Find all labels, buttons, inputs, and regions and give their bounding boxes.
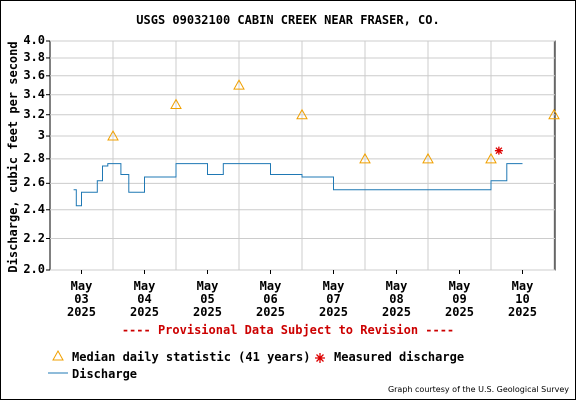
- x-tick-year: 2025: [445, 305, 474, 319]
- x-tick-month: May: [196, 279, 219, 293]
- x-tick-month: May: [70, 279, 93, 293]
- median-point: [170, 98, 182, 110]
- x-tick-day: 07: [326, 292, 341, 306]
- x-tick-label: May 05 2025: [183, 280, 233, 319]
- median-point: [107, 130, 119, 141]
- y-tick-label: 3.2: [23, 106, 45, 121]
- x-tick-month: May: [259, 279, 282, 293]
- provisional-note: ---- Provisional Data Subject to Revisio…: [121, 323, 455, 337]
- x-tick-day: 04: [137, 292, 152, 306]
- y-tick-label: 3: [37, 128, 45, 143]
- y-tick-label: 2.8: [23, 150, 45, 165]
- x-tick-label: May 04 2025: [120, 280, 170, 319]
- y-tick-label: 4.0: [23, 33, 45, 47]
- median-point: [296, 108, 308, 120]
- legend-median-icon: [52, 349, 64, 361]
- y-tick-label: 3.6: [23, 67, 45, 82]
- chart-title: USGS 09032100 CABIN CREEK NEAR FRASER, C…: [136, 13, 440, 27]
- y-tick-label: 3.4: [23, 86, 45, 101]
- x-tick-month: May: [385, 279, 408, 293]
- measured-point: [494, 146, 503, 155]
- x-tick-year: 2025: [193, 305, 222, 319]
- x-tick-year: 2025: [319, 305, 348, 319]
- median-point: [359, 152, 371, 164]
- median-point: [548, 108, 560, 120]
- legend-discharge-label: Discharge: [72, 367, 138, 381]
- y-tick-label: 2.2: [23, 230, 45, 245]
- y-tick-label: 2.0: [23, 262, 45, 276]
- x-tick-month: May: [322, 279, 345, 293]
- legend-measured-label: Measured discharge: [334, 350, 465, 364]
- x-tick-label: May 10 2025: [498, 280, 548, 319]
- credit-text: Graph courtesy of the U.S. Geological Su…: [387, 385, 569, 394]
- x-tick-year: 2025: [382, 305, 411, 319]
- y-tick-label: 3.8: [23, 49, 45, 64]
- x-tick-label: May 06 2025: [246, 280, 296, 319]
- x-tick-year: 2025: [130, 305, 159, 319]
- x-tick-label: May 09 2025: [435, 280, 485, 319]
- x-tick-month: May: [133, 279, 156, 293]
- y-tick-label: 2.6: [23, 175, 45, 190]
- x-tick-label: May 08 2025: [372, 280, 422, 319]
- x-tick-year: 2025: [67, 305, 96, 319]
- x-tick-month: May: [511, 279, 534, 293]
- x-tick-day: 05: [200, 292, 215, 306]
- median-point: [422, 152, 434, 164]
- x-tick-day: 03: [74, 292, 89, 306]
- x-tick-day: 08: [389, 292, 404, 306]
- x-tick-month: May: [448, 279, 471, 293]
- legend-median-label: Median daily statistic (41 years): [72, 350, 311, 364]
- legend-measured-icon: [315, 353, 325, 363]
- discharge-line: [73, 163, 523, 207]
- x-tick-year: 2025: [508, 305, 537, 319]
- x-tick-year: 2025: [256, 305, 285, 319]
- x-tick-day: 10: [515, 292, 530, 306]
- x-tick-label: May 07 2025: [309, 280, 359, 319]
- median-point: [485, 152, 497, 164]
- x-tick-day: 06: [263, 292, 278, 306]
- x-tick-day: 09: [452, 292, 467, 306]
- median-point: [233, 79, 245, 90]
- x-tick-label: May 03 2025: [57, 280, 107, 319]
- y-tick-label: 2.4: [23, 201, 45, 216]
